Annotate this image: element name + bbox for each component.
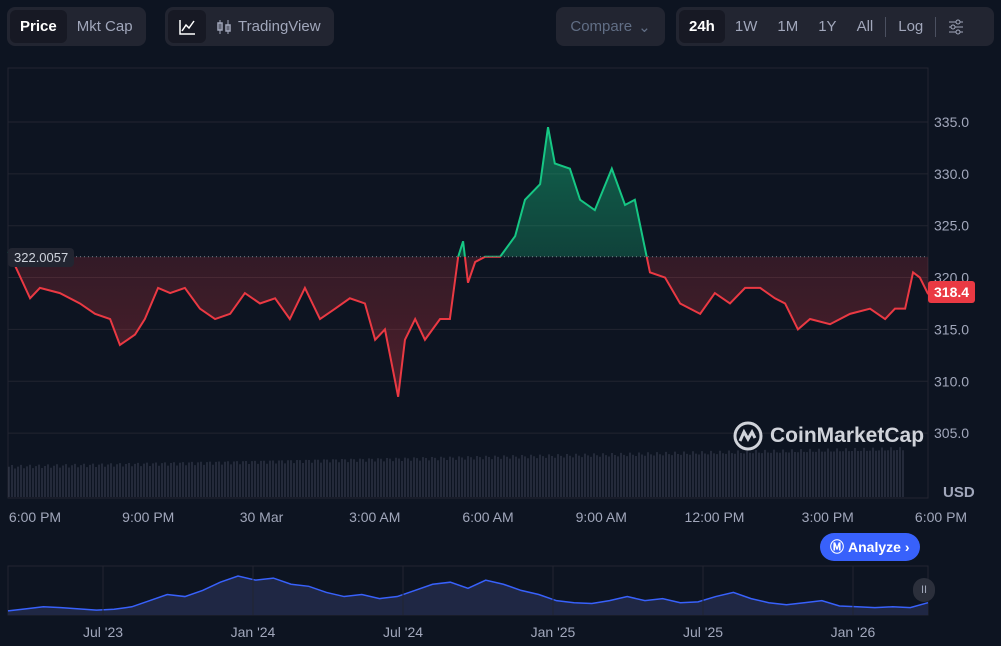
currency-label: USD: [943, 484, 975, 501]
navigator-drag-handle[interactable]: II: [913, 578, 935, 602]
navigator-date-label: Jul '24: [382, 624, 424, 640]
coinmarketcap-logo-icon: [733, 421, 763, 451]
x-tick-label: 30 Mar: [239, 509, 284, 525]
y-tick-label: 325.0: [934, 218, 969, 234]
navigator-date-label: Jul '25: [682, 624, 724, 640]
cmc-ai-icon: Ⓜ: [830, 539, 844, 555]
chevron-right-icon: ›: [904, 539, 910, 555]
x-tick-label: 12:00 PM: [684, 509, 745, 525]
line-chart-button[interactable]: [168, 10, 206, 43]
baseline-price-tag: 322.0057: [8, 248, 75, 267]
range-24h[interactable]: 24h: [679, 10, 725, 43]
price-area-up: [8, 127, 647, 257]
navigator-date-label: Jan '24: [230, 624, 276, 640]
divider: [885, 16, 887, 37]
log-button[interactable]: Log: [898, 18, 924, 35]
price-line-down: [9, 256, 930, 397]
navigator-line: [7, 575, 929, 612]
tab-price[interactable]: Price: [10, 10, 67, 43]
range-1m[interactable]: 1M: [777, 18, 799, 35]
coinmarketcap-watermark: CoinMarketCap: [733, 421, 924, 451]
price-area-down: [8, 256, 929, 397]
view-toggle: Price Mkt Cap: [7, 7, 146, 46]
settings-button[interactable]: [938, 10, 974, 43]
x-tick-label: 3:00 AM: [349, 509, 401, 525]
navigator-date-label: Jul '23: [82, 624, 124, 640]
candlestick-icon: [217, 19, 231, 34]
tab-mkt-cap[interactable]: Mkt Cap: [76, 18, 133, 35]
chart-type-toggle: TradingView: [165, 7, 334, 46]
analyze-label: Analyze: [848, 539, 901, 555]
x-tick-label: 9:00 PM: [122, 509, 175, 525]
compare-label: Compare: [570, 18, 633, 35]
y-tick-label: 310.0: [934, 373, 969, 389]
x-tick-label: 6:00 PM: [914, 509, 968, 525]
current-price-tag: 318.4: [928, 281, 976, 303]
analyze-button[interactable]: Ⓜ Analyze ›: [820, 533, 920, 561]
navigator-area: [8, 576, 928, 615]
y-tick-label: 305.0: [934, 425, 969, 441]
range-1w[interactable]: 1W: [734, 18, 758, 35]
line-chart-icon: [179, 19, 195, 35]
x-tick-label: 6:00 PM: [8, 509, 62, 525]
chevron-down-icon: ⌄: [638, 18, 651, 36]
x-tick-label: 3:00 PM: [801, 509, 854, 525]
divider: [935, 16, 937, 37]
y-tick-label: 330.0: [934, 166, 969, 182]
range-all[interactable]: All: [856, 18, 874, 35]
range-toggle: 24h 1W 1M 1Y All Log: [676, 7, 994, 46]
tradingview-button[interactable]: TradingView: [206, 10, 331, 43]
y-tick-label: 335.0: [934, 114, 969, 130]
compare-dropdown[interactable]: Compare ⌄: [556, 7, 665, 46]
x-tick-label: 6:00 AM: [462, 509, 514, 525]
range-1y[interactable]: 1Y: [818, 18, 837, 35]
y-tick-label: 315.0: [934, 321, 969, 337]
x-tick-label: 9:00 AM: [575, 509, 627, 525]
navigator-date-label: Jan '26: [830, 624, 876, 640]
watermark-text: CoinMarketCap: [770, 424, 925, 447]
navigator-date-label: Jan '25: [530, 624, 576, 640]
sliders-icon: [949, 19, 964, 34]
tradingview-label: TradingView: [238, 18, 321, 35]
